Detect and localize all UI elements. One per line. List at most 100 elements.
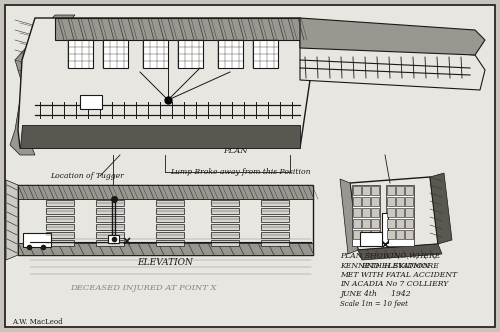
Bar: [362, 197, 370, 206]
Polygon shape: [300, 40, 485, 90]
Bar: [371, 208, 379, 217]
Bar: [96, 200, 124, 206]
Bar: [371, 230, 379, 239]
Text: PLAN: PLAN: [222, 147, 248, 155]
Polygon shape: [340, 179, 358, 254]
Bar: [46, 216, 74, 222]
Bar: [362, 208, 370, 217]
Text: ELEVATION: ELEVATION: [138, 258, 194, 267]
Text: END ELEVATION: END ELEVATION: [361, 262, 429, 270]
Bar: [46, 208, 74, 214]
Bar: [261, 224, 289, 230]
Bar: [360, 232, 382, 246]
Bar: [211, 232, 239, 238]
Bar: [405, 197, 413, 206]
Bar: [387, 186, 395, 195]
Bar: [96, 216, 124, 222]
Bar: [156, 224, 184, 230]
Bar: [362, 186, 370, 195]
Bar: [396, 197, 404, 206]
Text: MET WITH FATAL ACCIDENT: MET WITH FATAL ACCIDENT: [340, 271, 457, 279]
Bar: [18, 243, 313, 255]
Polygon shape: [55, 18, 300, 40]
Polygon shape: [358, 244, 442, 260]
Bar: [353, 208, 361, 217]
Bar: [261, 208, 289, 214]
Text: IN ACADIA No 7 COLLIERY: IN ACADIA No 7 COLLIERY: [340, 281, 448, 289]
Bar: [371, 219, 379, 228]
Bar: [396, 230, 404, 239]
Bar: [103, 40, 128, 68]
Bar: [261, 216, 289, 222]
Polygon shape: [10, 15, 75, 155]
Bar: [211, 216, 239, 222]
Bar: [353, 230, 361, 239]
Bar: [387, 197, 395, 206]
Bar: [211, 200, 239, 206]
Bar: [261, 240, 289, 246]
Bar: [108, 235, 119, 243]
Bar: [143, 40, 168, 68]
Text: Lump Broke away from this Position: Lump Broke away from this Position: [170, 168, 310, 176]
Bar: [396, 208, 404, 217]
Bar: [405, 219, 413, 228]
Bar: [405, 230, 413, 239]
Bar: [96, 232, 124, 238]
Bar: [23, 233, 51, 247]
Bar: [352, 185, 380, 246]
Bar: [156, 216, 184, 222]
Bar: [96, 240, 124, 246]
Bar: [46, 200, 74, 206]
Bar: [261, 232, 289, 238]
Bar: [371, 186, 379, 195]
Text: Location of Tugger: Location of Tugger: [50, 172, 124, 180]
Bar: [156, 240, 184, 246]
Polygon shape: [20, 125, 300, 148]
Bar: [46, 232, 74, 238]
Bar: [218, 40, 243, 68]
Polygon shape: [6, 180, 18, 260]
Text: DECEASED INJURED AT POINT X: DECEASED INJURED AT POINT X: [70, 284, 216, 292]
Bar: [371, 197, 379, 206]
Bar: [405, 208, 413, 217]
Bar: [18, 185, 313, 199]
Text: KENNETH H.SKIDMORE: KENNETH H.SKIDMORE: [340, 262, 439, 270]
Bar: [96, 224, 124, 230]
Bar: [353, 219, 361, 228]
Bar: [353, 186, 361, 195]
Polygon shape: [300, 18, 485, 55]
Bar: [386, 185, 414, 246]
Bar: [353, 197, 361, 206]
Polygon shape: [430, 173, 452, 244]
Bar: [253, 40, 278, 68]
Bar: [96, 208, 124, 214]
Bar: [156, 200, 184, 206]
Bar: [211, 224, 239, 230]
Bar: [80, 95, 102, 109]
Bar: [211, 208, 239, 214]
Bar: [261, 200, 289, 206]
Bar: [362, 230, 370, 239]
Polygon shape: [350, 177, 438, 250]
Text: PLAN SHOWING WHERE: PLAN SHOWING WHERE: [340, 252, 440, 260]
Bar: [156, 208, 184, 214]
Bar: [362, 219, 370, 228]
Bar: [405, 186, 413, 195]
Bar: [396, 219, 404, 228]
Polygon shape: [18, 18, 310, 148]
Bar: [46, 240, 74, 246]
Bar: [382, 213, 388, 243]
Bar: [387, 208, 395, 217]
Bar: [211, 240, 239, 246]
Bar: [156, 232, 184, 238]
Text: JUNE 4th      1942: JUNE 4th 1942: [340, 290, 410, 298]
Text: A.W. MacLeod: A.W. MacLeod: [12, 318, 62, 326]
Bar: [178, 40, 203, 68]
Bar: [396, 186, 404, 195]
Bar: [68, 40, 93, 68]
Bar: [387, 219, 395, 228]
Text: Scale 1in = 10 feet: Scale 1in = 10 feet: [340, 299, 408, 307]
Bar: [18, 185, 313, 255]
Bar: [387, 230, 395, 239]
Bar: [46, 224, 74, 230]
